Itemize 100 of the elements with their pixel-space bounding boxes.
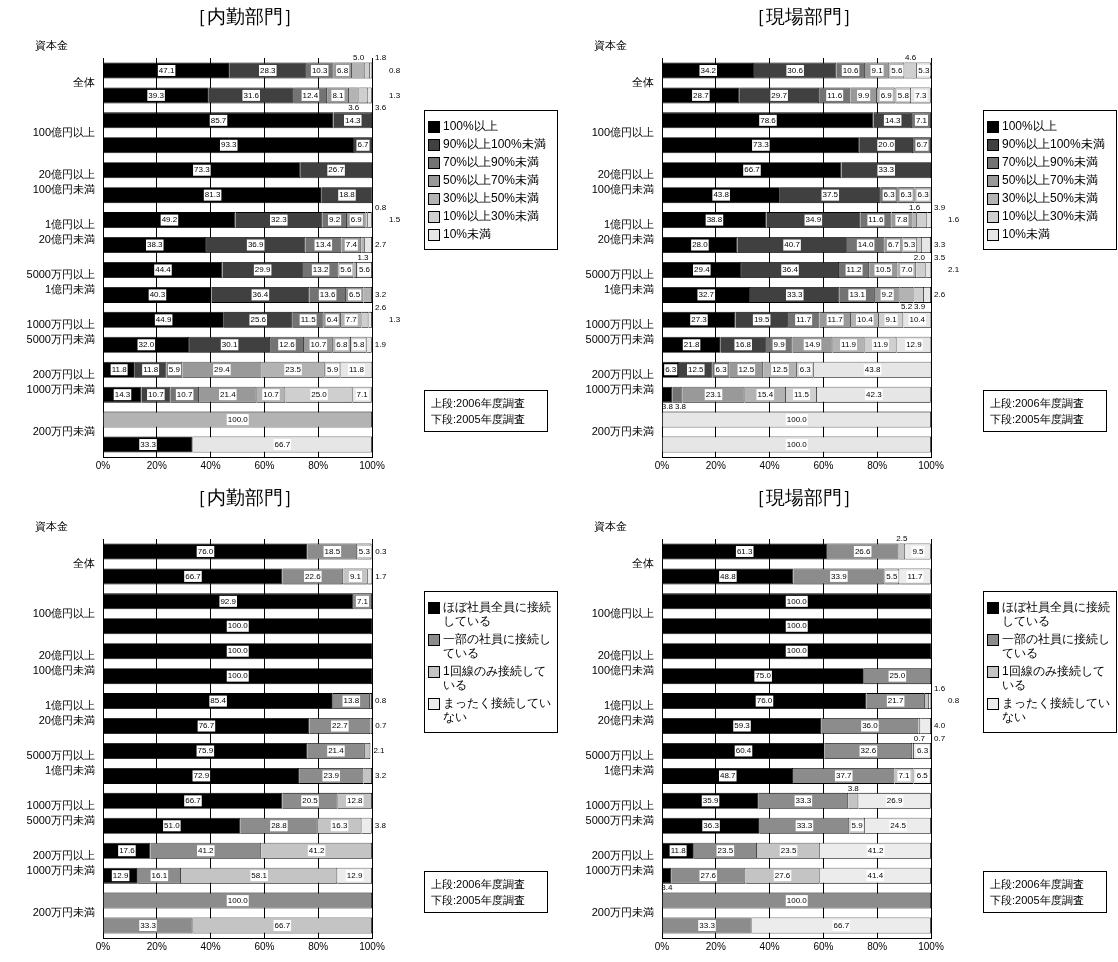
- data-label: 13.4: [315, 240, 332, 250]
- data-label: 10.7: [263, 389, 280, 399]
- x-tick-label: 60%: [254, 940, 275, 952]
- data-label: 31.6: [243, 90, 260, 100]
- data-label: 100.0: [227, 671, 249, 681]
- data-label: 5.9: [168, 364, 181, 374]
- data-label: 11.7: [907, 571, 924, 581]
- data-label: 25.0: [889, 671, 906, 681]
- y-tick-label: 5000万円以上 1億円未満: [585, 748, 654, 776]
- data-label: 6.3: [900, 190, 913, 200]
- data-label: 3.2: [375, 290, 387, 300]
- data-label: 13.6: [319, 290, 336, 300]
- data-label: 6.9: [350, 215, 363, 225]
- data-label: 40.3: [149, 290, 166, 300]
- data-label: 59.3: [734, 721, 751, 731]
- data-label: 33.3: [699, 920, 716, 930]
- data-label: 51.0: [164, 820, 181, 830]
- y-tick-label: 1億円以上 20億円未満: [38, 699, 95, 727]
- data-label: 20.0: [878, 140, 895, 150]
- data-label: 41.2: [197, 845, 215, 855]
- data-label: 12.9: [112, 870, 129, 880]
- data-label: 28.3: [259, 65, 277, 75]
- data-label: 1.5: [389, 215, 401, 225]
- data-label: 16.1: [151, 870, 168, 880]
- data-label: 11.9: [873, 339, 889, 349]
- data-label: 26.6: [854, 546, 872, 556]
- data-label: 1.9: [374, 339, 387, 349]
- data-label: 30.1: [221, 339, 238, 349]
- y-tick-label: 全体: [73, 556, 95, 569]
- data-label: 7.8: [896, 215, 909, 225]
- y-tick-label: 1億円以上 20億円未満: [597, 218, 654, 246]
- text: 下段:2005年度調査: [431, 412, 526, 427]
- data-label: 92.9: [220, 596, 237, 606]
- legend-label: 90%以上100%未満: [443, 137, 546, 151]
- data-label: 7.3: [915, 90, 928, 100]
- legend-label: 30%以上50%未満: [443, 191, 540, 205]
- data-label: 33.3: [786, 290, 804, 300]
- data-label: 30.6: [787, 65, 804, 75]
- data-label: 36.9: [247, 240, 264, 250]
- chart-title: ［内勤部門］: [187, 5, 303, 29]
- y-tick-label: 5000万円以上 1億円未満: [26, 267, 95, 295]
- data-label: 1.7: [375, 571, 387, 581]
- y-tick-label: 200万円未満: [591, 906, 654, 919]
- text: 上段:2006年度調査: [990, 877, 1085, 892]
- data-label: 0.7: [375, 721, 387, 731]
- data-label: 3.6: [348, 102, 360, 112]
- data-label: 3.9: [914, 302, 926, 312]
- data-label: 13.2: [312, 265, 329, 275]
- data-label: 8.1: [332, 90, 345, 100]
- data-label: 100.0: [786, 646, 808, 656]
- data-label: 4.0: [934, 721, 946, 731]
- data-label: 5.3: [904, 240, 916, 250]
- data-label: 10.7: [148, 389, 165, 399]
- x-tick-label: 80%: [308, 940, 329, 952]
- data-label: 11.9: [841, 339, 857, 349]
- data-label: 29.4: [214, 364, 231, 374]
- legend-label: 一部の社員に接続している: [1002, 632, 1111, 660]
- data-label: 6.3: [916, 746, 929, 756]
- data-label: 14.3: [114, 389, 131, 399]
- data-label: 85.4: [210, 696, 227, 706]
- data-label: 5.5: [886, 571, 898, 581]
- y-tick-label: 全体: [632, 75, 654, 88]
- data-label: 11.6: [827, 90, 843, 100]
- data-label: 36.3: [703, 820, 720, 830]
- data-label: 26.9: [886, 796, 903, 806]
- data-label: 0.3: [375, 546, 387, 556]
- data-label: 5.3: [358, 546, 371, 556]
- y-axis-title: 資本金: [35, 39, 68, 52]
- data-label: 9.2: [329, 215, 341, 225]
- data-label: 41.2: [867, 845, 884, 855]
- data-label: 100.0: [786, 414, 808, 424]
- data-label: 3.8: [374, 820, 387, 830]
- y-tick-label: 100億円以上: [32, 606, 95, 619]
- y-tick-label: 100億円以上: [32, 125, 95, 138]
- data-label: 76.0: [197, 546, 214, 556]
- data-label: 1.3: [389, 90, 401, 100]
- legend-label: ほぼ社員全員に接続している: [1002, 600, 1111, 628]
- data-label: 12.8: [346, 796, 364, 806]
- data-label: 10.4: [857, 315, 874, 325]
- data-label: 1.6: [948, 215, 960, 225]
- data-label: 18.8: [339, 190, 356, 200]
- x-tick-label: 20%: [705, 459, 726, 471]
- data-label: 29.9: [254, 265, 271, 275]
- data-label: 25.0: [311, 389, 328, 399]
- data-label: 66.7: [833, 920, 850, 930]
- data-label: 4.6: [904, 53, 917, 63]
- data-label: 76.0: [756, 696, 773, 706]
- data-label: 23.1: [705, 389, 722, 399]
- data-label: 6.5: [349, 290, 361, 300]
- data-label: 0.8: [375, 696, 387, 706]
- data-label: 6.8: [336, 339, 348, 349]
- data-label: 21.7: [887, 696, 904, 706]
- data-label: 34.9: [805, 215, 822, 225]
- data-label: 25.6: [250, 315, 267, 325]
- data-label: 6.9: [880, 90, 893, 100]
- data-label: 7.1: [898, 771, 911, 781]
- data-label: 6.7: [887, 240, 900, 250]
- data-label: 21.8: [683, 339, 700, 349]
- data-label: 3.8: [847, 783, 860, 793]
- data-label: 12.5: [738, 364, 755, 374]
